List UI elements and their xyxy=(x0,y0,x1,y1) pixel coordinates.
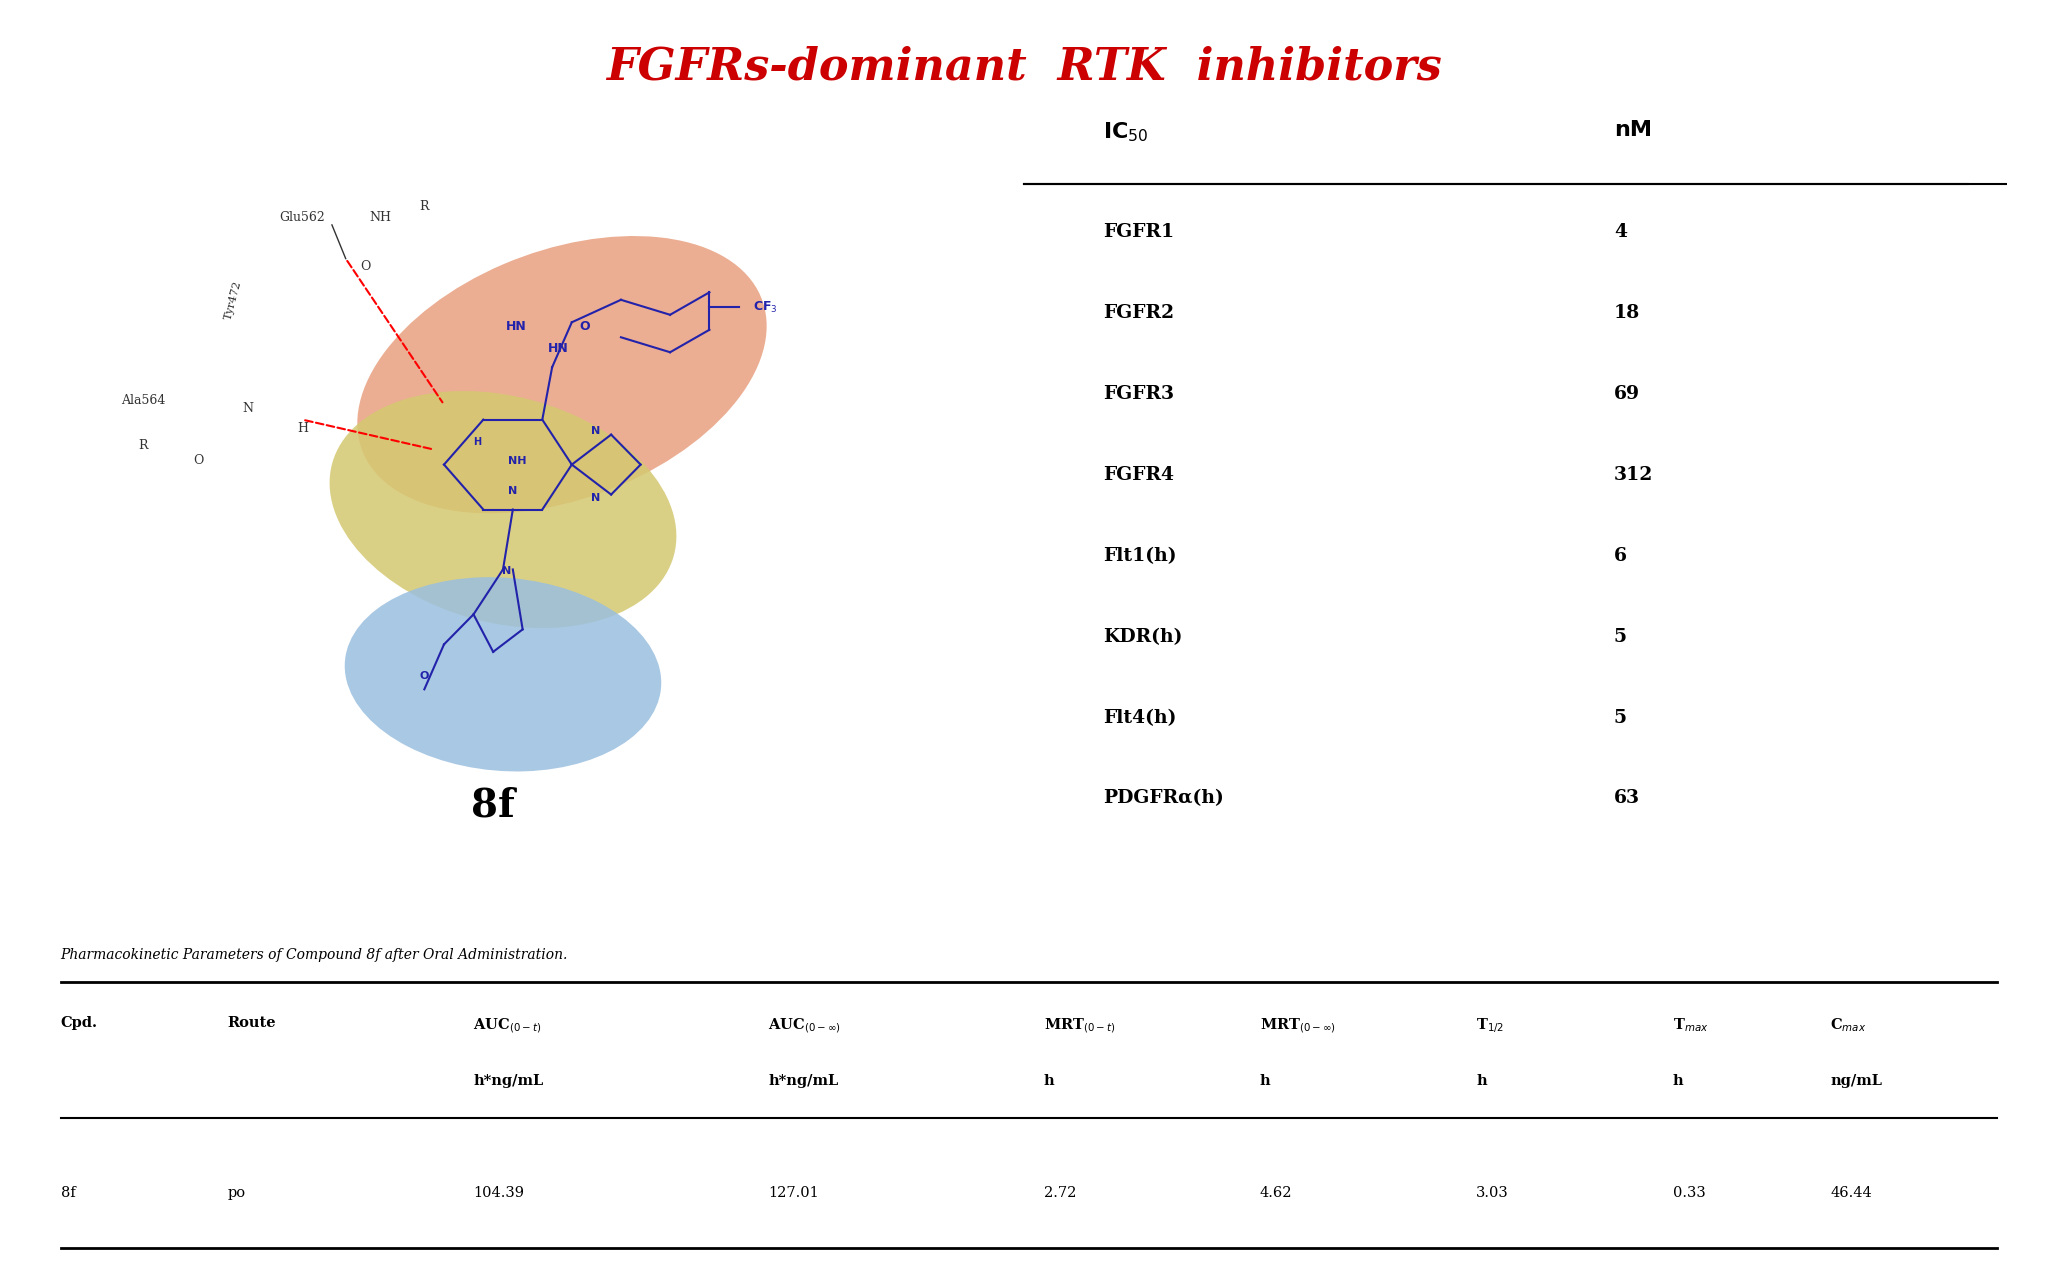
Text: Flt4(h): Flt4(h) xyxy=(1102,709,1176,727)
Text: h: h xyxy=(1044,1075,1055,1088)
Text: FGFR3: FGFR3 xyxy=(1102,385,1174,403)
Text: N: N xyxy=(508,485,518,495)
Text: 8f: 8f xyxy=(471,786,514,825)
Text: 5: 5 xyxy=(1614,628,1626,646)
Text: MRT$_{(0-t)}$: MRT$_{(0-t)}$ xyxy=(1044,1017,1116,1035)
Text: H: H xyxy=(297,422,307,435)
Text: h*ng/mL: h*ng/mL xyxy=(473,1075,545,1088)
Text: KDR(h): KDR(h) xyxy=(1102,628,1182,646)
Text: Cpd.: Cpd. xyxy=(61,1017,98,1030)
Text: 0.33: 0.33 xyxy=(1673,1187,1706,1201)
Text: N: N xyxy=(502,566,512,577)
Text: R: R xyxy=(420,199,430,212)
Text: Ala564: Ala564 xyxy=(121,394,166,408)
Text: 127.01: 127.01 xyxy=(768,1187,819,1201)
Text: 18: 18 xyxy=(1614,304,1640,322)
Text: T$_{max}$: T$_{max}$ xyxy=(1673,1017,1708,1033)
Text: h: h xyxy=(1673,1075,1683,1088)
Text: AUC$_{(0-∞)}$: AUC$_{(0-∞)}$ xyxy=(768,1017,842,1035)
Text: AUC$_{(0-t)}$: AUC$_{(0-t)}$ xyxy=(473,1017,541,1035)
Text: nM: nM xyxy=(1614,120,1653,140)
Text: 63: 63 xyxy=(1614,789,1640,807)
Text: Route: Route xyxy=(227,1017,276,1030)
Text: R: R xyxy=(139,439,147,452)
Text: O: O xyxy=(360,260,371,273)
Text: CF$_3$: CF$_3$ xyxy=(754,300,778,315)
Text: 104.39: 104.39 xyxy=(473,1187,524,1201)
Ellipse shape xyxy=(330,391,676,628)
Ellipse shape xyxy=(356,236,766,514)
Text: ng/mL: ng/mL xyxy=(1831,1075,1882,1088)
Text: h: h xyxy=(1477,1075,1487,1088)
Text: FGFR4: FGFR4 xyxy=(1102,466,1174,484)
Text: 2.72: 2.72 xyxy=(1044,1187,1075,1201)
Text: NH: NH xyxy=(508,456,526,466)
Text: 6: 6 xyxy=(1614,547,1626,565)
Text: FGFRs-dominant  RTK  inhibitors: FGFRs-dominant RTK inhibitors xyxy=(606,45,1442,88)
Text: C$_{max}$: C$_{max}$ xyxy=(1831,1017,1866,1033)
Text: FGFR1: FGFR1 xyxy=(1102,223,1174,241)
Text: IC$_{50}$: IC$_{50}$ xyxy=(1102,120,1149,144)
Text: O: O xyxy=(420,671,428,681)
Ellipse shape xyxy=(344,577,662,771)
Text: N: N xyxy=(242,402,252,414)
Text: Glu562: Glu562 xyxy=(281,211,326,224)
Text: 8f: 8f xyxy=(61,1187,76,1201)
Text: T$_{1/2}$: T$_{1/2}$ xyxy=(1477,1017,1503,1035)
Text: 4: 4 xyxy=(1614,223,1626,241)
Text: O: O xyxy=(193,454,203,467)
Text: Tyr472: Tyr472 xyxy=(223,279,244,320)
Text: 46.44: 46.44 xyxy=(1831,1187,1872,1201)
Text: 69: 69 xyxy=(1614,385,1640,403)
Text: H: H xyxy=(473,438,481,447)
Text: N: N xyxy=(590,493,600,503)
Text: NH: NH xyxy=(369,211,391,224)
Text: Flt1(h): Flt1(h) xyxy=(1102,547,1176,565)
Text: Pharmacokinetic Parameters of Compound 8f after Oral Administration.: Pharmacokinetic Parameters of Compound 8… xyxy=(61,949,567,963)
Text: 4.62: 4.62 xyxy=(1260,1187,1292,1201)
Text: N: N xyxy=(590,426,600,436)
Text: HN: HN xyxy=(549,342,569,355)
Text: HN: HN xyxy=(506,319,526,332)
Text: 5: 5 xyxy=(1614,709,1626,727)
Text: 312: 312 xyxy=(1614,466,1653,484)
Text: h: h xyxy=(1260,1075,1270,1088)
Text: O: O xyxy=(580,319,590,332)
Text: h*ng/mL: h*ng/mL xyxy=(768,1075,840,1088)
Text: MRT$_{(0-∞)}$: MRT$_{(0-∞)}$ xyxy=(1260,1017,1335,1035)
Text: 3.03: 3.03 xyxy=(1477,1187,1509,1201)
Text: po: po xyxy=(227,1187,246,1201)
Text: PDGFRα(h): PDGFRα(h) xyxy=(1102,789,1223,807)
Text: FGFR2: FGFR2 xyxy=(1102,304,1174,322)
